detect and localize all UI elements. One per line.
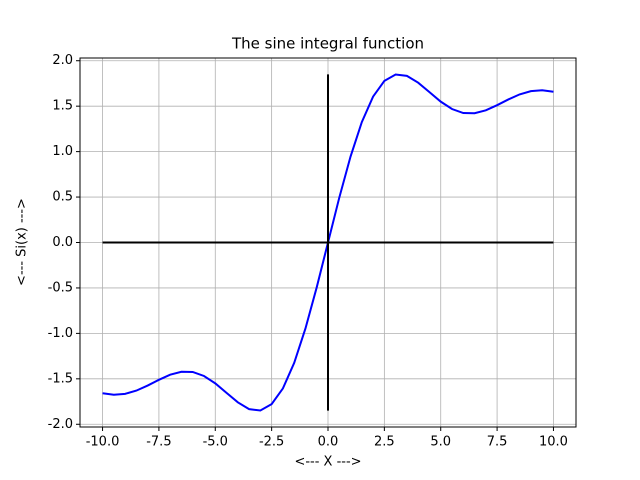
- x-tick-label: -10.0: [86, 435, 120, 450]
- chart-title: The sine integral function: [231, 35, 424, 53]
- x-tick-label: 2.5: [374, 435, 395, 450]
- y-tick-label: -2.0: [48, 417, 73, 432]
- y-tick-label: -0.5: [48, 280, 73, 295]
- x-tick-label: 7.5: [487, 435, 508, 450]
- x-axis-label: <--- X --->: [294, 455, 361, 470]
- x-tick-label: 0.0: [318, 435, 339, 450]
- x-tick-label: -7.5: [146, 435, 171, 450]
- y-tick-label: -1.5: [48, 371, 73, 386]
- y-tick-label: 1.0: [52, 144, 73, 159]
- x-tick-label: 5.0: [430, 435, 451, 450]
- y-axis-label: <--- Si(x) --->: [15, 198, 30, 286]
- y-tick-label: -1.0: [48, 326, 73, 341]
- plot-frame: [79, 57, 577, 428]
- x-tick-label: -2.5: [259, 435, 284, 450]
- y-tick-label: 2.0: [52, 53, 73, 68]
- y-tick-label: 0.5: [52, 190, 73, 205]
- y-tick-label: 1.5: [52, 99, 73, 114]
- y-tick-label: 0.0: [52, 235, 73, 250]
- x-tick-label: -5.0: [203, 435, 228, 450]
- x-tick-label: 10.0: [539, 435, 568, 450]
